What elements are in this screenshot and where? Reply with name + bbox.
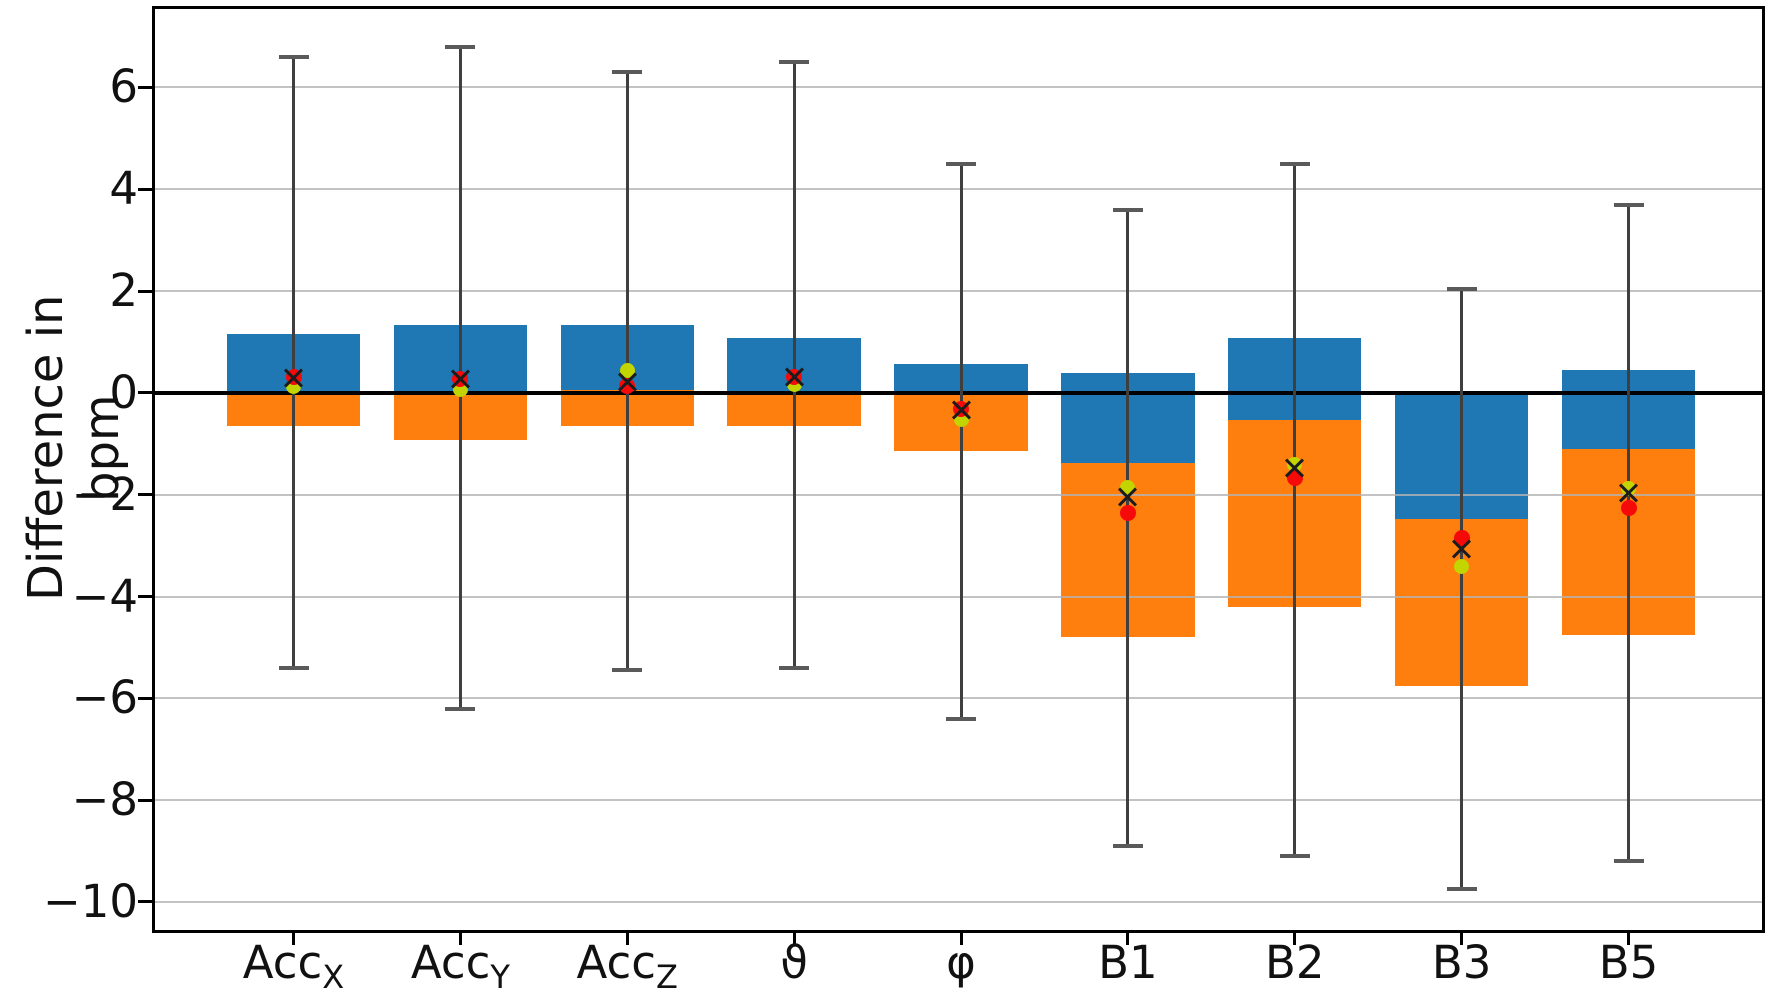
- xtick-mark-B3: [1460, 933, 1464, 945]
- xtick-label-AccX: AccX: [242, 936, 345, 996]
- gridline-y-6: [155, 697, 1762, 700]
- whisker-cap-high-B2: [1279, 161, 1310, 166]
- xtick-mark-B1: [1126, 933, 1130, 945]
- ytick-mark-6: [138, 85, 152, 89]
- gridline-y-2: [155, 493, 1762, 496]
- whisker-cap-low-AccY: [445, 706, 476, 711]
- whisker-cap-low-B5: [1613, 859, 1644, 864]
- marker-red-B1: [1119, 504, 1136, 521]
- plot-area: [152, 6, 1765, 933]
- ytick-label--8: −8: [71, 773, 138, 827]
- whisker-B2: [1293, 163, 1297, 857]
- xtick-mark-phi: [959, 933, 963, 945]
- gridline-y4: [155, 188, 1762, 191]
- whisker-B3: [1460, 288, 1464, 890]
- whisker-cap-high-AccZ: [612, 70, 643, 75]
- xtick-label-B1: B1: [1098, 936, 1158, 989]
- ytick-mark-2: [138, 289, 152, 293]
- whisker-cap-low-B1: [1112, 843, 1143, 848]
- ytick-mark-4: [138, 187, 152, 191]
- whisker-cap-low-theta: [779, 665, 810, 670]
- ytick-label-4: 4: [109, 162, 138, 216]
- whisker-cap-low-phi: [946, 716, 976, 721]
- whisker-cap-high-AccY: [445, 44, 476, 49]
- marker-x-AccY: [449, 368, 471, 390]
- whisker-phi: [959, 163, 963, 719]
- whisker-cap-low-AccX: [278, 665, 309, 670]
- xtick-label-AccY: AccY: [410, 936, 510, 996]
- xtick-label-AccZ: AccZ: [576, 936, 678, 996]
- marker-x-B1: [1117, 486, 1139, 508]
- whisker-theta: [792, 61, 796, 668]
- xtick-mark-AccX: [292, 933, 295, 945]
- marker-yellow-green-B3: [1454, 559, 1470, 575]
- gridline-y6: [155, 86, 1762, 89]
- whisker-cap-low-B2: [1279, 854, 1310, 859]
- whisker-B5: [1627, 204, 1630, 862]
- ytick-mark--8: [138, 798, 152, 802]
- gridline-y2: [155, 290, 1762, 293]
- ytick-mark--4: [138, 595, 152, 599]
- xtick-mark-AccZ: [625, 933, 629, 945]
- xtick-mark-AccY: [458, 933, 462, 945]
- ytick-label-2: 2: [109, 264, 138, 318]
- marker-x-AccX: [283, 367, 305, 389]
- ytick-label--2: −2: [71, 467, 138, 521]
- xtick-label-B5: B5: [1598, 936, 1659, 989]
- xtick-label-B3: B3: [1431, 936, 1492, 989]
- xtick-label-theta: ϑ: [780, 936, 809, 989]
- marker-x-B2: [1284, 457, 1306, 479]
- ytick-label--6: −6: [71, 671, 138, 725]
- whisker-cap-high-B1: [1112, 207, 1143, 212]
- zero-line: [155, 390, 1762, 395]
- marker-x-AccZ: [616, 371, 638, 393]
- whisker-cap-high-theta: [779, 59, 810, 64]
- marker-x-B3: [1451, 538, 1473, 560]
- ytick-mark-0: [138, 391, 152, 395]
- ytick-label-6: 6: [109, 60, 138, 114]
- ytick-mark--2: [138, 493, 152, 497]
- whisker-cap-low-AccZ: [612, 668, 643, 673]
- ytick-label-0: 0: [109, 365, 138, 419]
- marker-x-B5: [1618, 482, 1640, 504]
- whisker-cap-high-AccX: [278, 54, 309, 59]
- xtick-label-B2: B2: [1264, 936, 1325, 989]
- whisker-cap-high-B5: [1613, 202, 1644, 207]
- marker-x-phi: [950, 399, 972, 421]
- whisker-cap-high-B3: [1446, 286, 1477, 291]
- gridline-y-10: [155, 900, 1762, 903]
- gridline-y-4: [155, 595, 1762, 598]
- whisker-B1: [1126, 209, 1130, 846]
- xtick-mark-B5: [1627, 933, 1630, 945]
- xtick-mark-theta: [792, 933, 796, 945]
- marker-x-theta: [783, 366, 805, 388]
- gridline-y-8: [155, 799, 1762, 802]
- whisker-AccX: [292, 56, 295, 668]
- whisker-cap-low-B3: [1446, 887, 1477, 892]
- ytick-mark--10: [138, 900, 152, 904]
- xtick-mark-B2: [1293, 933, 1297, 945]
- xtick-label-phi: φ: [946, 936, 976, 989]
- whisker-cap-high-phi: [946, 161, 976, 166]
- ytick-label--4: −4: [71, 569, 138, 623]
- ytick-label--10: −10: [43, 874, 138, 928]
- ytick-mark--6: [138, 696, 152, 700]
